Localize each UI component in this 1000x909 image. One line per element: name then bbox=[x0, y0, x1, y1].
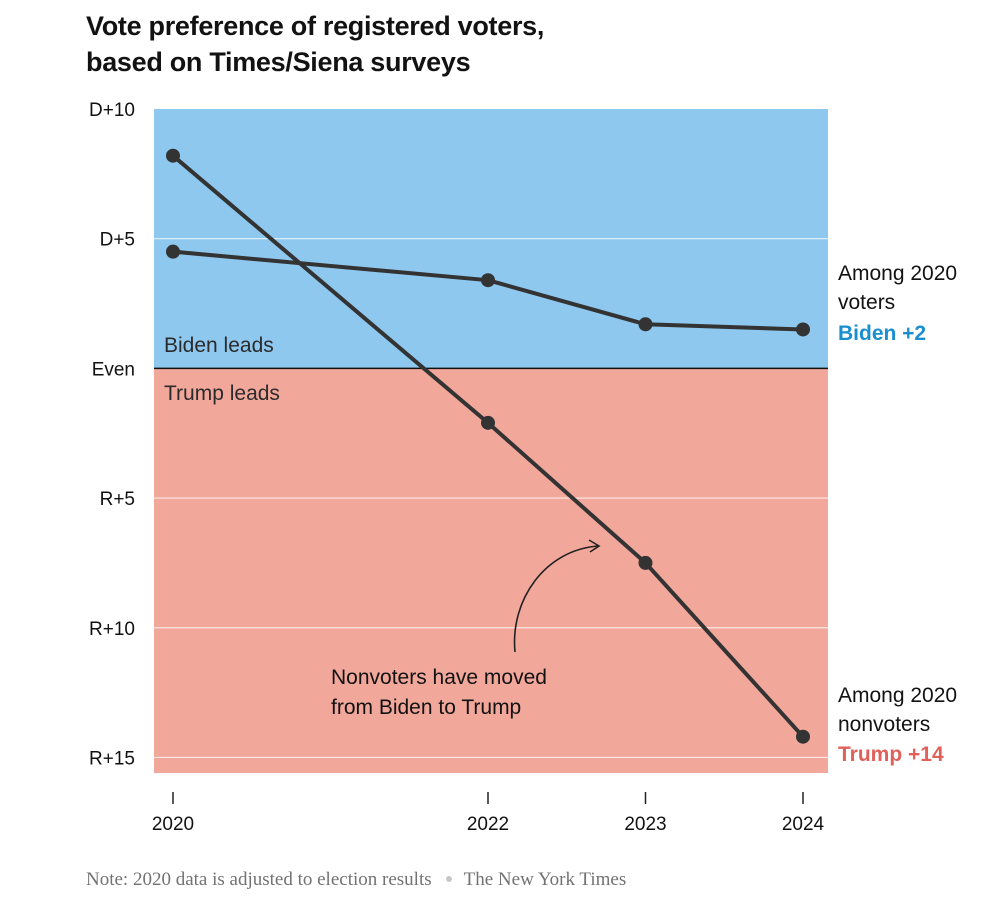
trump-leads-band bbox=[154, 368, 828, 773]
voters-value-label: Biden +2 bbox=[838, 322, 926, 345]
gridlines bbox=[154, 238, 828, 759]
series-line-nonvoters bbox=[171, 153, 805, 739]
data-point bbox=[481, 415, 495, 430]
footer-note: Note: 2020 data is adjusted to election … bbox=[86, 869, 432, 890]
x-tick-label: 2022 bbox=[467, 814, 509, 835]
y-tick-label: D+5 bbox=[100, 230, 135, 251]
data-point bbox=[796, 729, 810, 744]
y-tick-label: R+15 bbox=[89, 748, 135, 769]
nonvoters-label-line-1: Among 2020 bbox=[838, 684, 957, 707]
x-tick-label: 2023 bbox=[624, 814, 666, 835]
chart-title: Vote preference of registered voters, ba… bbox=[86, 8, 686, 80]
voters-label-line-2: voters bbox=[838, 291, 895, 314]
series-group bbox=[166, 148, 810, 744]
data-point bbox=[638, 317, 653, 332]
data-point bbox=[481, 273, 495, 288]
x-tick-label: 2020 bbox=[152, 814, 194, 835]
series-line-voters bbox=[171, 249, 805, 332]
nonvoters-label-line-2: nonvoters bbox=[838, 713, 930, 736]
voters-label-line-1: Among 2020 bbox=[838, 262, 957, 285]
nonvoters-value-label: Trump +14 bbox=[838, 743, 944, 766]
y-tick-label: Even bbox=[92, 359, 135, 380]
annotation-arrow bbox=[513, 545, 599, 653]
x-axis: 2020 2022 2023 2024 bbox=[152, 792, 825, 835]
y-tick-label: R+5 bbox=[100, 489, 135, 510]
footer: Note: 2020 data is adjusted to election … bbox=[86, 869, 626, 891]
separator-dot bbox=[445, 876, 452, 883]
annotation-arrowhead bbox=[588, 539, 601, 553]
trump-leads-label: Trump leads bbox=[164, 382, 280, 405]
y-tick-label: R+10 bbox=[89, 619, 135, 640]
title-line-1: Vote preference of registered voters, bbox=[86, 11, 545, 41]
data-point bbox=[166, 148, 180, 163]
annotation-line-1: Nonvoters have moved bbox=[331, 666, 547, 689]
footer-source: The New York Times bbox=[463, 869, 627, 890]
x-tick-label: 2024 bbox=[782, 814, 825, 835]
y-axis: D+10 D+5 Even R+5 R+10 R+15 bbox=[89, 100, 135, 769]
data-point bbox=[796, 322, 810, 337]
data-point bbox=[166, 244, 180, 259]
title-line-2: based on Times/Siena surveys bbox=[86, 47, 471, 77]
annotation-line-2: from Biden to Trump bbox=[331, 696, 521, 719]
biden-leads-label: Biden leads bbox=[164, 334, 274, 357]
y-tick-label: D+10 bbox=[89, 100, 135, 121]
data-point bbox=[638, 555, 653, 570]
